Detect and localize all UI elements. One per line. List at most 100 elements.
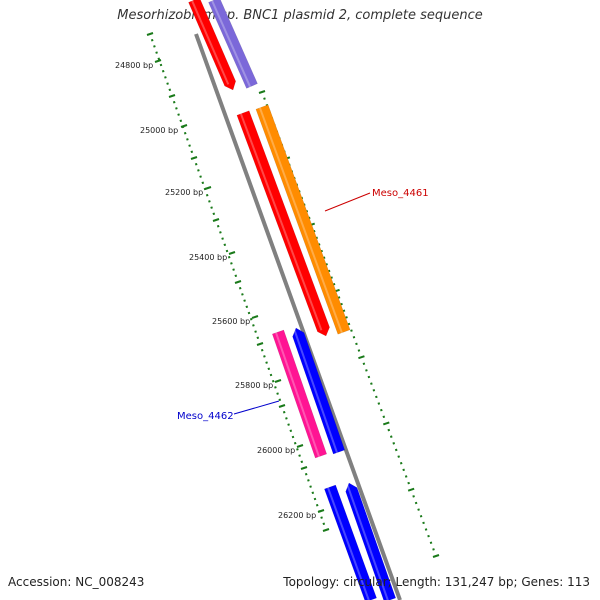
tick-mark (212, 218, 220, 222)
tick-mark (271, 379, 275, 383)
tick-mark (432, 554, 440, 558)
tick-mark (183, 131, 187, 135)
tick-mark (157, 57, 161, 61)
tick-mark (208, 200, 211, 203)
gene-arrow[interactable] (292, 327, 346, 455)
tick-mark (197, 169, 200, 172)
tick-mark (161, 69, 165, 73)
gene-arrow[interactable] (255, 104, 351, 335)
tick-mark (289, 429, 293, 433)
tick-mark (382, 415, 386, 419)
tick-mark (179, 119, 183, 123)
tick-mark (309, 485, 312, 488)
tick-mark (267, 367, 271, 371)
tick-mark (347, 322, 351, 326)
tick-mark (188, 144, 191, 147)
gene-arrow[interactable] (208, 0, 258, 89)
tick-mark (263, 355, 266, 358)
tick-mark (285, 417, 288, 420)
tick-mark (194, 162, 198, 166)
tick-mark (241, 293, 244, 296)
tick-mark (402, 468, 405, 472)
tick-mark (320, 516, 323, 519)
tick-mark (429, 541, 433, 545)
tick-mark (291, 435, 295, 439)
gene-arrow[interactable] (271, 329, 328, 459)
gene-arrow-highlight (327, 487, 370, 600)
gene-label-meso-4462[interactable]: Meso_4462 (177, 411, 234, 422)
tick-mark (146, 32, 154, 36)
tick-mark (221, 237, 224, 240)
gene-label-meso-4461[interactable]: Meso_4461 (372, 188, 429, 199)
tick-mark (223, 243, 227, 247)
tick-mark (201, 181, 205, 185)
tick-mark (232, 268, 235, 271)
gene-arrow[interactable] (345, 482, 397, 600)
tick-mark (234, 280, 242, 284)
callout-leader-meso-4462 (233, 400, 280, 415)
gene-arrow[interactable] (188, 0, 236, 91)
gene-arrow-highlight (258, 107, 343, 334)
tick-label: 25600 bp (212, 317, 250, 326)
tick-mark (298, 454, 301, 457)
tick-mark (274, 386, 277, 389)
tick-mark (210, 206, 213, 209)
tick-mark (315, 503, 319, 507)
ruler-label-dashes (154, 59, 325, 513)
tick-mark (282, 410, 286, 414)
tick-mark (168, 94, 176, 98)
tick-mark (212, 212, 216, 216)
tick-mark (392, 442, 396, 445)
gene-arrow[interactable] (324, 484, 377, 600)
tick-mark (164, 76, 167, 79)
gene-arrow[interactable] (236, 110, 330, 337)
tick-mark (322, 528, 330, 532)
tick-mark (404, 475, 408, 478)
tick-mark (432, 548, 435, 551)
tick-mark (307, 479, 310, 482)
tick-mark (300, 460, 304, 464)
tick-mark (350, 329, 353, 332)
tick-mark (150, 38, 154, 42)
tick-mark (199, 175, 202, 178)
tick-mark (345, 316, 348, 319)
tick-mark (177, 113, 180, 116)
tick-mark (412, 495, 415, 498)
tick-label: 25000 bp (140, 126, 178, 135)
tick-mark (422, 521, 425, 525)
tick-mark (216, 224, 220, 228)
tick-mark (362, 362, 366, 366)
tick-mark (414, 501, 418, 505)
tick-mark (245, 305, 249, 309)
tick-mark (247, 311, 251, 315)
tick-mark (394, 448, 398, 452)
tick-mark (340, 302, 343, 306)
tick-mark (424, 528, 428, 531)
tick-mark (276, 392, 279, 395)
tick-mark (313, 497, 317, 501)
gene-arrow-highlight (346, 483, 389, 600)
tick-mark (358, 355, 365, 360)
tick-mark (153, 45, 156, 48)
tick-mark (278, 404, 286, 408)
tick-label: 25800 bp (235, 381, 273, 390)
accession-text: Accession: NC_008243 (8, 575, 145, 589)
gene-arrow-highlight (211, 0, 252, 88)
tick-mark (387, 428, 391, 432)
tick-mark (342, 309, 346, 313)
tick-mark (427, 534, 430, 538)
tick-mark (399, 461, 403, 465)
gene-features (188, 0, 397, 600)
tick-mark (311, 491, 315, 495)
tick-mark (355, 342, 358, 346)
sequence-summary: Topology: circular; Length: 131,247 bp; … (283, 575, 590, 589)
gene-arrow-highlight (275, 332, 320, 458)
tick-mark (304, 472, 308, 476)
tick-mark (205, 193, 209, 197)
tick-label: 26200 bp (278, 511, 316, 520)
tick-mark (263, 97, 266, 100)
tick-label: 26000 bp (257, 446, 295, 455)
tick-mark (166, 82, 169, 85)
tick-label: 25200 bp (165, 188, 203, 197)
